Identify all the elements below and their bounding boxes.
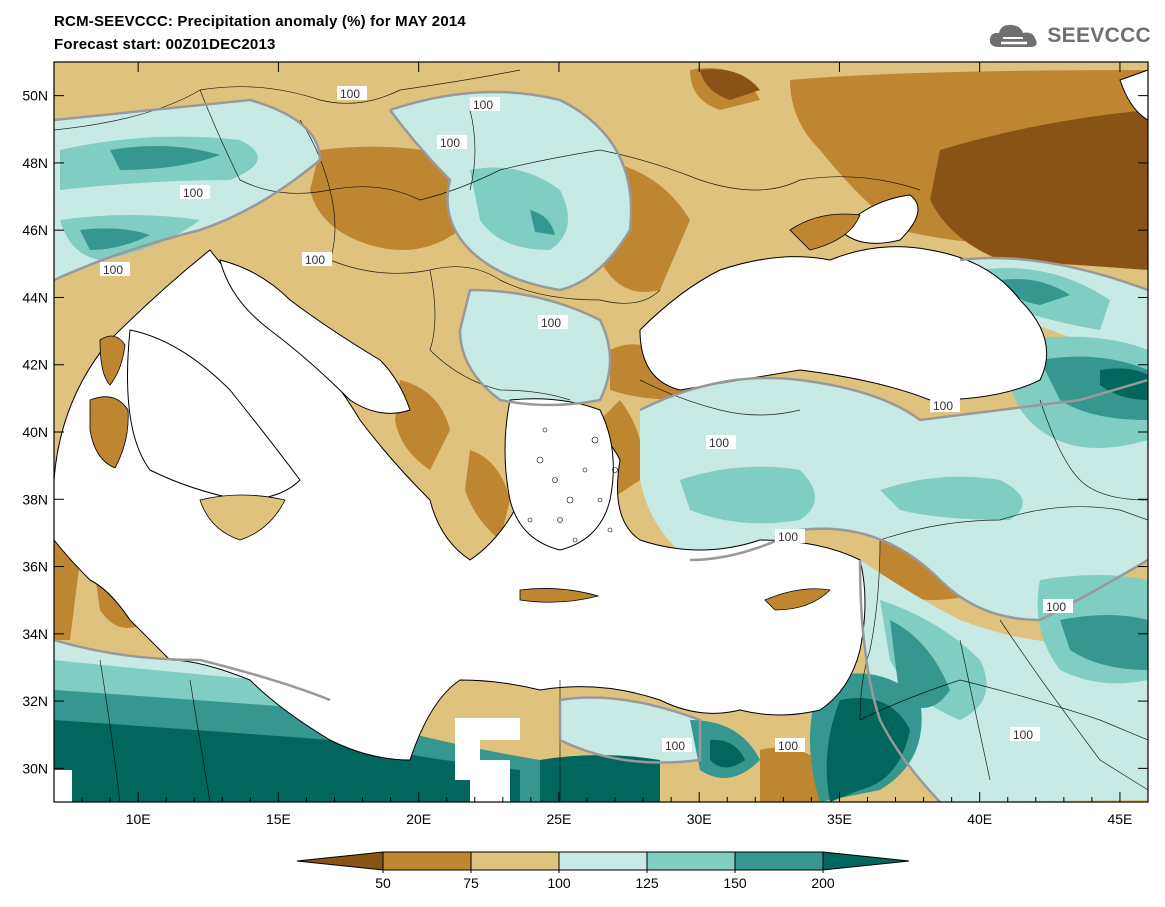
svg-text:100: 100 — [305, 253, 325, 267]
svg-text:100: 100 — [103, 263, 123, 277]
x-tick-label: 35E — [827, 811, 852, 827]
colorbar-label: 150 — [723, 875, 747, 891]
svg-text:100: 100 — [1046, 600, 1066, 614]
y-tick-label: 36N — [22, 559, 48, 575]
colorbar-label: 125 — [635, 875, 659, 891]
contour-label: 100 — [180, 185, 210, 200]
y-tick-label: 42N — [22, 357, 48, 373]
axis-ticks: 10E 15E 20E 25E 30E 35E 40E 45E 50N 48N 46N 44N 42N 4… — [22, 62, 1149, 827]
y-tick-label: 50N — [22, 88, 48, 104]
forecast-start-subtitle: Forecast start: 00Z01DEC2013 — [54, 36, 276, 53]
svg-text:100: 100 — [340, 87, 360, 101]
y-tick-label: 38N — [22, 491, 48, 507]
svg-text:100: 100 — [1013, 728, 1033, 742]
contour-label: 100 — [706, 435, 736, 450]
cyprus — [764, 588, 831, 611]
svg-text:100: 100 — [541, 316, 561, 330]
contour-label: 100 — [1010, 727, 1040, 742]
logo-text: SEEVCCC — [1047, 24, 1151, 47]
x-tick-label: 15E — [266, 811, 291, 827]
svg-text:100: 100 — [778, 739, 798, 753]
y-tick-label: 46N — [22, 222, 48, 238]
y-tick-label: 48N — [22, 155, 48, 171]
contour-label: 100 — [470, 97, 500, 112]
contour-label: 100 — [775, 738, 805, 753]
tyrrhenian-sea — [127, 329, 301, 501]
x-tick-label: 40E — [967, 811, 992, 827]
contour-label: 100 — [538, 315, 568, 330]
crimea — [789, 213, 861, 251]
islands — [89, 213, 861, 611]
colorbar-swatch — [382, 851, 472, 871]
y-tick-label: 40N — [22, 424, 48, 440]
svg-text:100: 100 — [709, 436, 729, 450]
corsica — [99, 335, 126, 386]
anomaly-field: 100 100 100 100 100 100 100 100 100 100 … — [54, 62, 1148, 802]
x-tick-label: 10E — [126, 811, 151, 827]
colorbar: 50 75 100 125 150 200 — [296, 851, 910, 891]
colorbar-swatch-below-50 — [296, 851, 384, 871]
y-tick-label: 44N — [22, 289, 48, 305]
colorbar-swatch — [558, 851, 648, 871]
svg-text:100: 100 — [440, 136, 460, 150]
map-title: RCM-SEEVCCC: Precipitation anomaly (%) f… — [54, 13, 466, 30]
crete — [519, 588, 600, 603]
sicily — [199, 494, 286, 541]
seevccc-logo: SEEVCCC — [987, 20, 1151, 52]
y-tick-label: 30N — [22, 760, 48, 776]
seas — [54, 69, 1148, 802]
contour-label: 100 — [1043, 599, 1073, 614]
svg-text:100: 100 — [183, 186, 203, 200]
aegean-sea — [504, 398, 614, 551]
contour-label: 100 — [662, 738, 692, 753]
caspian-sea-edge — [1119, 69, 1148, 121]
colorbar-label: 100 — [547, 875, 571, 891]
colorbar-label: 200 — [811, 875, 835, 891]
contour-label: 100 — [775, 529, 805, 544]
sea-of-azov — [839, 194, 919, 244]
x-tick-label: 45E — [1107, 811, 1132, 827]
colorbar-swatch — [646, 851, 736, 871]
colorbar-swatch — [734, 851, 824, 871]
cloud-icon — [990, 24, 1038, 47]
colorbar-label: 50 — [375, 875, 391, 891]
colorbar-swatch — [470, 851, 560, 871]
contour-label: 100 — [930, 398, 960, 413]
contour-labels: 100 100 100 100 100 100 100 100 100 100 … — [100, 86, 1073, 753]
field-below-50 — [700, 69, 1148, 270]
contour-100-lines — [54, 90, 1148, 802]
field-above-200 — [54, 368, 1148, 802]
contour-label: 100 — [437, 135, 467, 150]
colorbar-swatch-above-200 — [822, 851, 910, 871]
svg-text:100: 100 — [778, 530, 798, 544]
x-tick-label: 25E — [546, 811, 571, 827]
adriatic-sea — [219, 259, 411, 414]
aegean-islands — [527, 427, 618, 543]
sardinia — [89, 396, 129, 469]
svg-text:100: 100 — [933, 399, 953, 413]
colorbar-label: 75 — [463, 875, 479, 891]
x-tick-label: 30E — [687, 811, 712, 827]
contour-label: 100 — [337, 86, 367, 101]
contour-label: 100 — [302, 252, 332, 267]
svg-text:100: 100 — [473, 98, 493, 112]
x-tick-label: 20E — [406, 811, 431, 827]
y-tick-label: 32N — [22, 693, 48, 709]
contour-label: 100 — [100, 262, 130, 277]
y-tick-label: 34N — [22, 626, 48, 642]
svg-text:100: 100 — [665, 739, 685, 753]
